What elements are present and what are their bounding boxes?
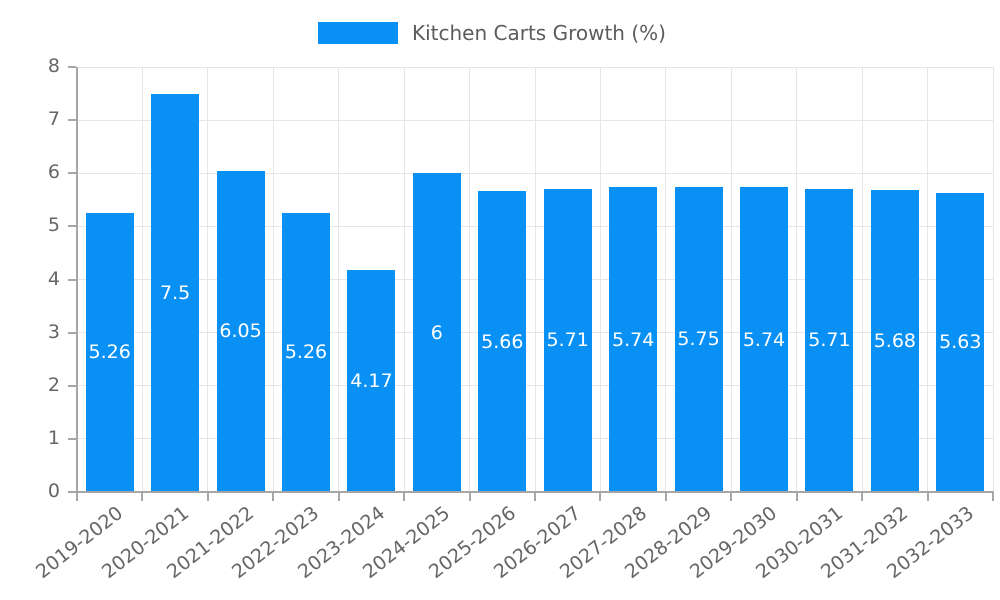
y-axis-tick-label: 7 (47, 108, 60, 131)
x-axis-tick (337, 493, 340, 501)
grid-line-vertical (861, 67, 863, 492)
bar-value-label: 5.71 (808, 329, 851, 352)
grid-line-vertical (599, 67, 601, 492)
x-axis-tick (795, 493, 798, 501)
y-axis-tick (68, 172, 76, 175)
bar-value-label: 6.05 (219, 320, 262, 343)
x-axis-tick (141, 493, 144, 501)
bar (870, 190, 919, 492)
bar (609, 187, 658, 492)
grid-line-vertical (730, 67, 732, 492)
x-axis-tick (76, 493, 78, 501)
y-axis-tick (68, 437, 76, 440)
y-axis-tick (68, 384, 76, 387)
bar-value-label: 5.74 (742, 328, 786, 351)
y-axis-tick (68, 278, 76, 281)
legend-label: Kitchen Carts Growth (%) (412, 21, 666, 45)
bar (740, 187, 788, 492)
grid-line-vertical (796, 67, 798, 492)
bar (151, 93, 200, 492)
y-axis-tick-label: 3 (47, 320, 60, 343)
grid-line-vertical (992, 67, 994, 492)
grid-line-vertical (403, 67, 405, 492)
x-axis-tick (861, 493, 864, 501)
y-axis-line (76, 67, 78, 493)
x-axis-tick (992, 493, 994, 501)
bar-value-label: 5.75 (677, 328, 720, 351)
x-axis-tick (730, 493, 733, 501)
x-axis-tick (534, 493, 536, 501)
y-axis-tick-label: 5 (47, 214, 60, 237)
grid-line-vertical (141, 67, 143, 492)
y-axis-tick (68, 225, 76, 228)
y-axis-tick (68, 331, 76, 334)
y-axis-tick-label: 2 (47, 373, 60, 396)
grid-line-vertical (927, 67, 929, 492)
grid-line-vertical (338, 67, 340, 492)
bar-value-label: 5.68 (873, 330, 916, 353)
x-axis-tick (272, 493, 275, 501)
legend-swatch (318, 22, 398, 44)
y-axis-tick (68, 119, 76, 122)
x-axis-tick (599, 493, 602, 501)
x-axis-tick (403, 493, 406, 501)
y-axis-tick (68, 66, 76, 68)
x-axis-tick (926, 493, 929, 501)
bar (543, 188, 592, 492)
grid-line-vertical (534, 67, 536, 492)
grid-line-vertical (469, 67, 471, 492)
bar-value-label: 5.63 (939, 331, 982, 354)
x-axis-tick (468, 493, 471, 501)
bar (674, 186, 723, 492)
bar-value-label: 5.26 (284, 341, 328, 364)
bar-value-label: 6 (430, 321, 443, 344)
grid-line-vertical (207, 67, 209, 492)
bar-value-label: 5.74 (611, 328, 655, 351)
bar-value-label: 5.71 (546, 329, 589, 352)
bar-value-label: 5.26 (88, 341, 131, 364)
x-axis-tick (664, 493, 667, 501)
y-axis-tick-label: 0 (47, 480, 60, 503)
bar (478, 191, 527, 492)
grid-line-vertical (272, 67, 274, 492)
bar (216, 170, 265, 492)
y-axis-tick-label: 6 (47, 161, 60, 184)
y-axis-tick-label: 4 (47, 267, 60, 290)
grid-line-vertical (665, 67, 667, 492)
bar (936, 192, 985, 492)
y-axis-tick-label: 8 (47, 55, 60, 78)
bar-value-label: 4.17 (350, 370, 393, 393)
y-axis-tick-label: 1 (47, 426, 60, 449)
bar (805, 188, 854, 492)
bar (347, 270, 396, 492)
x-axis-tick (206, 493, 209, 501)
bar (282, 212, 330, 492)
y-axis-tick (68, 491, 76, 493)
chart-legend: Kitchen Carts Growth (%) (318, 21, 666, 45)
x-axis-line (76, 491, 994, 493)
bar-value-label: 5.66 (481, 330, 524, 353)
bar-value-label: 7.5 (160, 281, 191, 304)
bar (412, 173, 461, 492)
bar (85, 212, 134, 492)
